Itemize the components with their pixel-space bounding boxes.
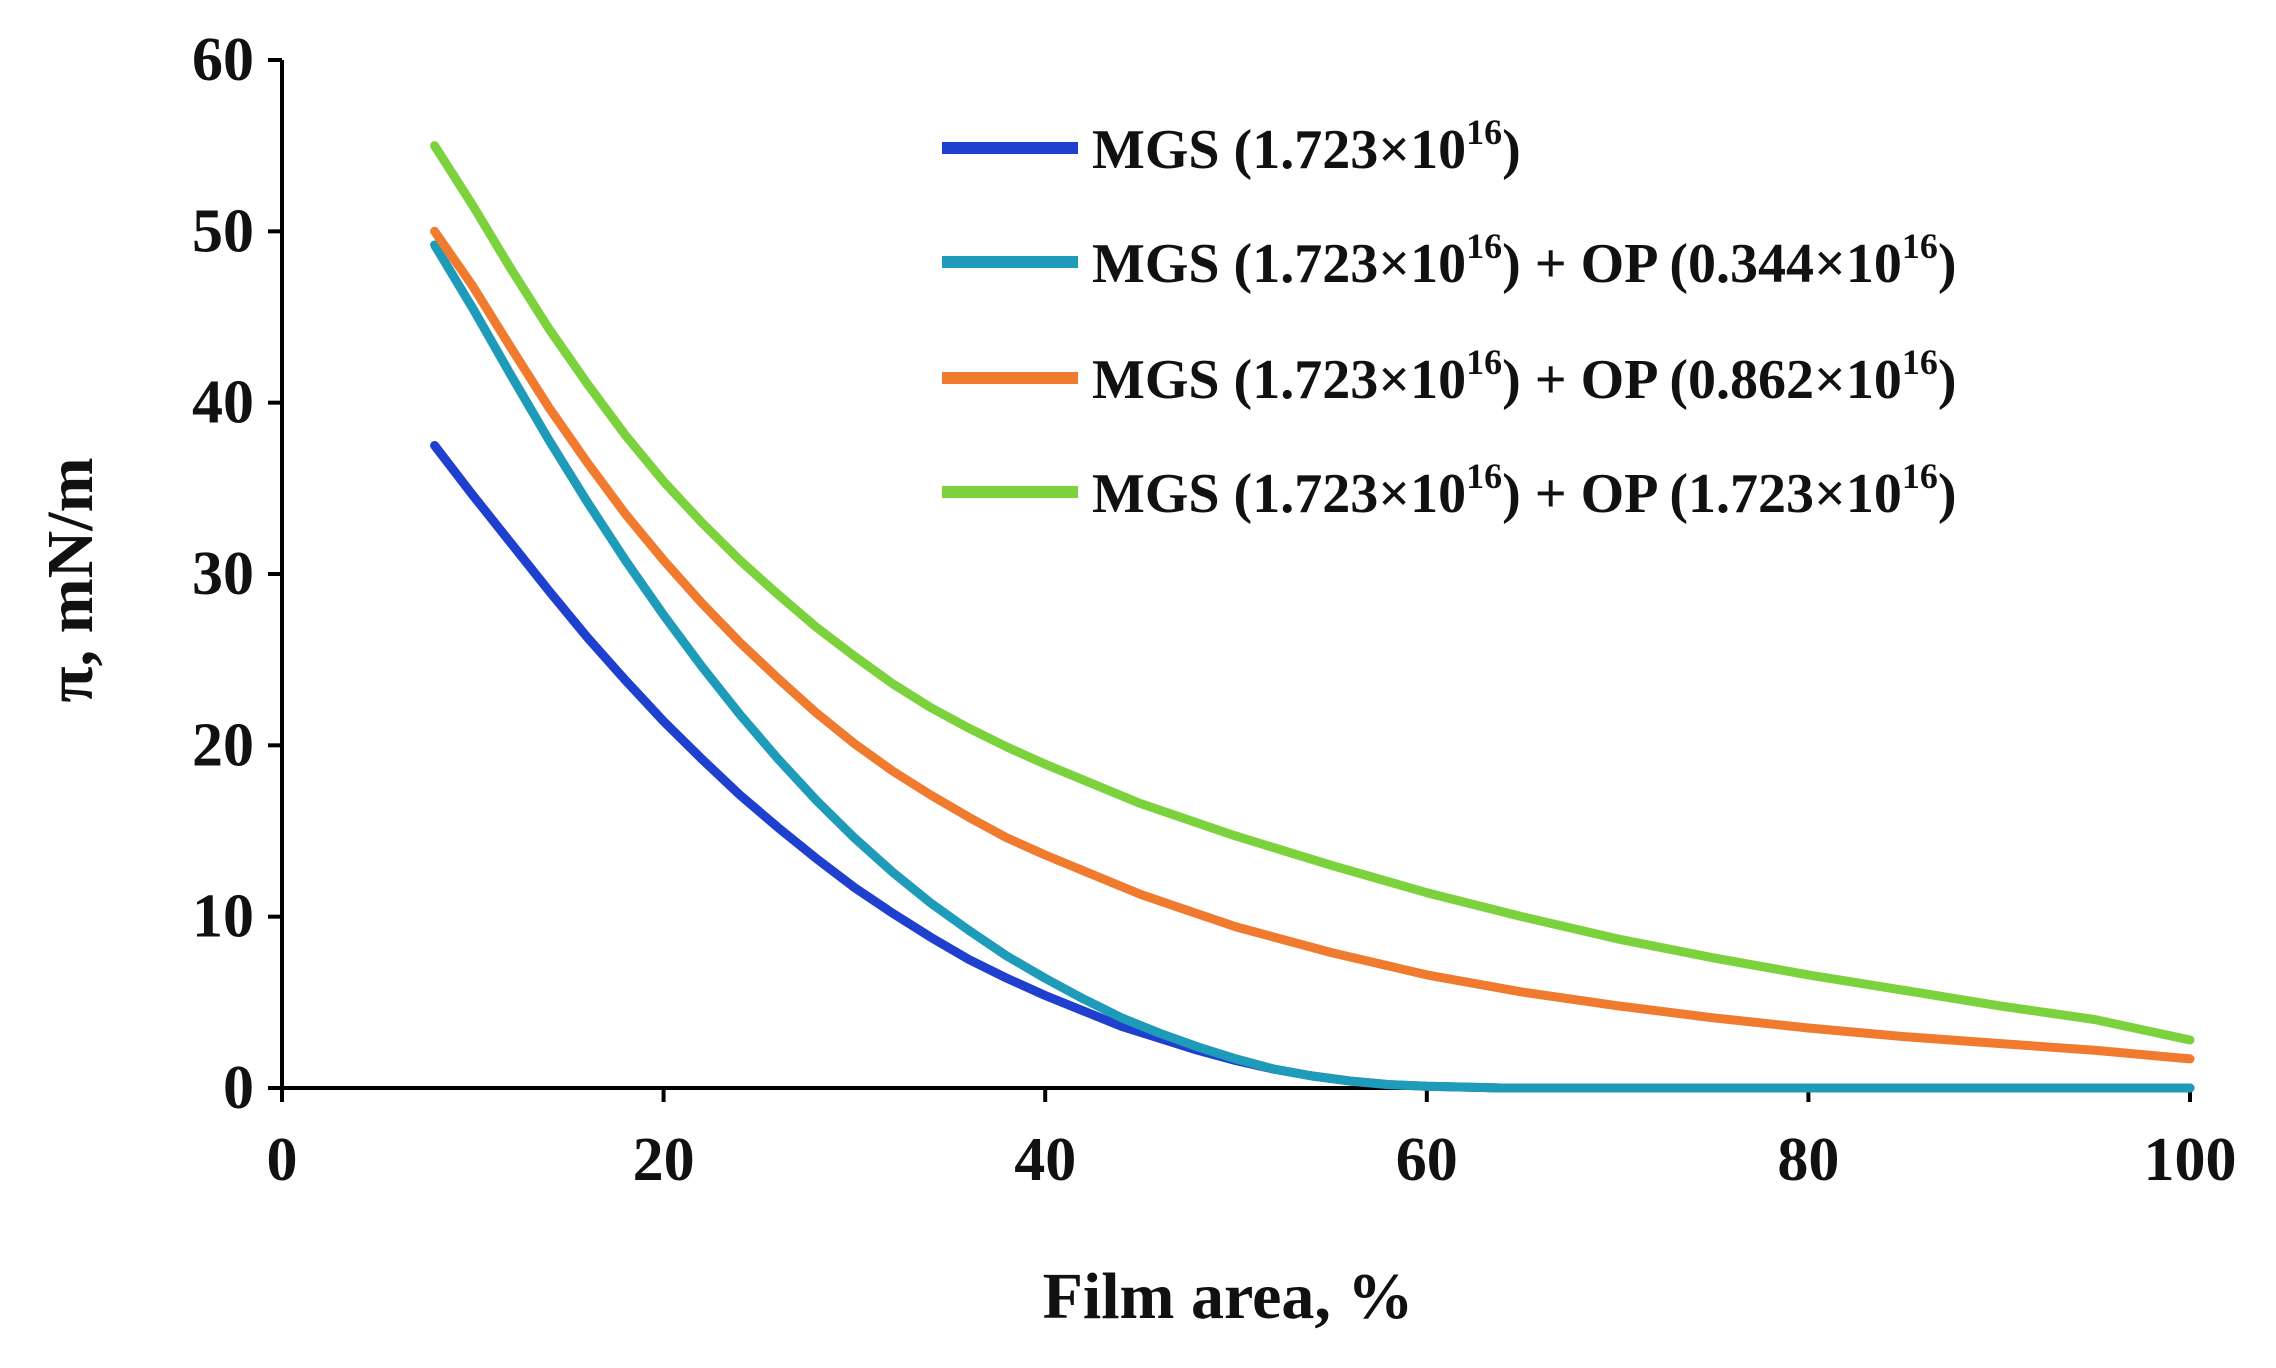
x-tick-label: 100 bbox=[2144, 1126, 2237, 1194]
series-line-4 bbox=[430, 141, 2195, 1045]
legend-item-2: MGS (1.723×1016) + OP (0.344×1016) bbox=[942, 226, 1957, 295]
y-tick-label: 10 bbox=[192, 883, 254, 951]
legend-item-1: MGS (1.723×1016) bbox=[942, 112, 1521, 181]
y-tick-label: 0 bbox=[223, 1054, 254, 1122]
y-tick-label: 30 bbox=[192, 540, 254, 608]
y-tick-label: 20 bbox=[192, 711, 254, 779]
series-line-3 bbox=[430, 226, 2195, 1064]
x-tick-label: 60 bbox=[1396, 1126, 1458, 1194]
series-line-2 bbox=[430, 240, 2195, 1093]
x-tick-label: 40 bbox=[1014, 1126, 1076, 1194]
legend-label-4: MGS (1.723×1016) + OP (1.723×1016) bbox=[1092, 456, 1957, 525]
legend-label-3: MGS (1.723×1016) + OP (0.862×1016) bbox=[1092, 342, 1957, 411]
legend-layer: MGS (1.723×1016) MGS (1.723×1016) + OP (0… bbox=[942, 112, 1957, 525]
legend-item-3: MGS (1.723×1016) + OP (0.862×1016) bbox=[942, 342, 1957, 411]
legend-label-2: MGS (1.723×1016) + OP (0.344×1016) bbox=[1092, 226, 1957, 295]
y-tick-label: 50 bbox=[192, 197, 254, 265]
y-tick-label: 60 bbox=[192, 26, 254, 94]
axes-layer: 0 10 20 30 40 50 60 0 20 40 60 80 100 bbox=[192, 26, 2237, 1194]
x-axis-title: Film area, % bbox=[1043, 1260, 1414, 1333]
legend-label-1: MGS (1.723×1016) bbox=[1092, 112, 1521, 181]
x-tick-label: 20 bbox=[633, 1126, 695, 1194]
x-tick-label: 0 bbox=[267, 1126, 298, 1194]
series-layer bbox=[430, 141, 2195, 1093]
y-tick-label: 40 bbox=[192, 369, 254, 437]
y-axis-title: π, mN/m bbox=[34, 457, 107, 702]
x-tick-label: 80 bbox=[1777, 1126, 1839, 1194]
legend-item-4: MGS (1.723×1016) + OP (1.723×1016) bbox=[942, 456, 1957, 525]
